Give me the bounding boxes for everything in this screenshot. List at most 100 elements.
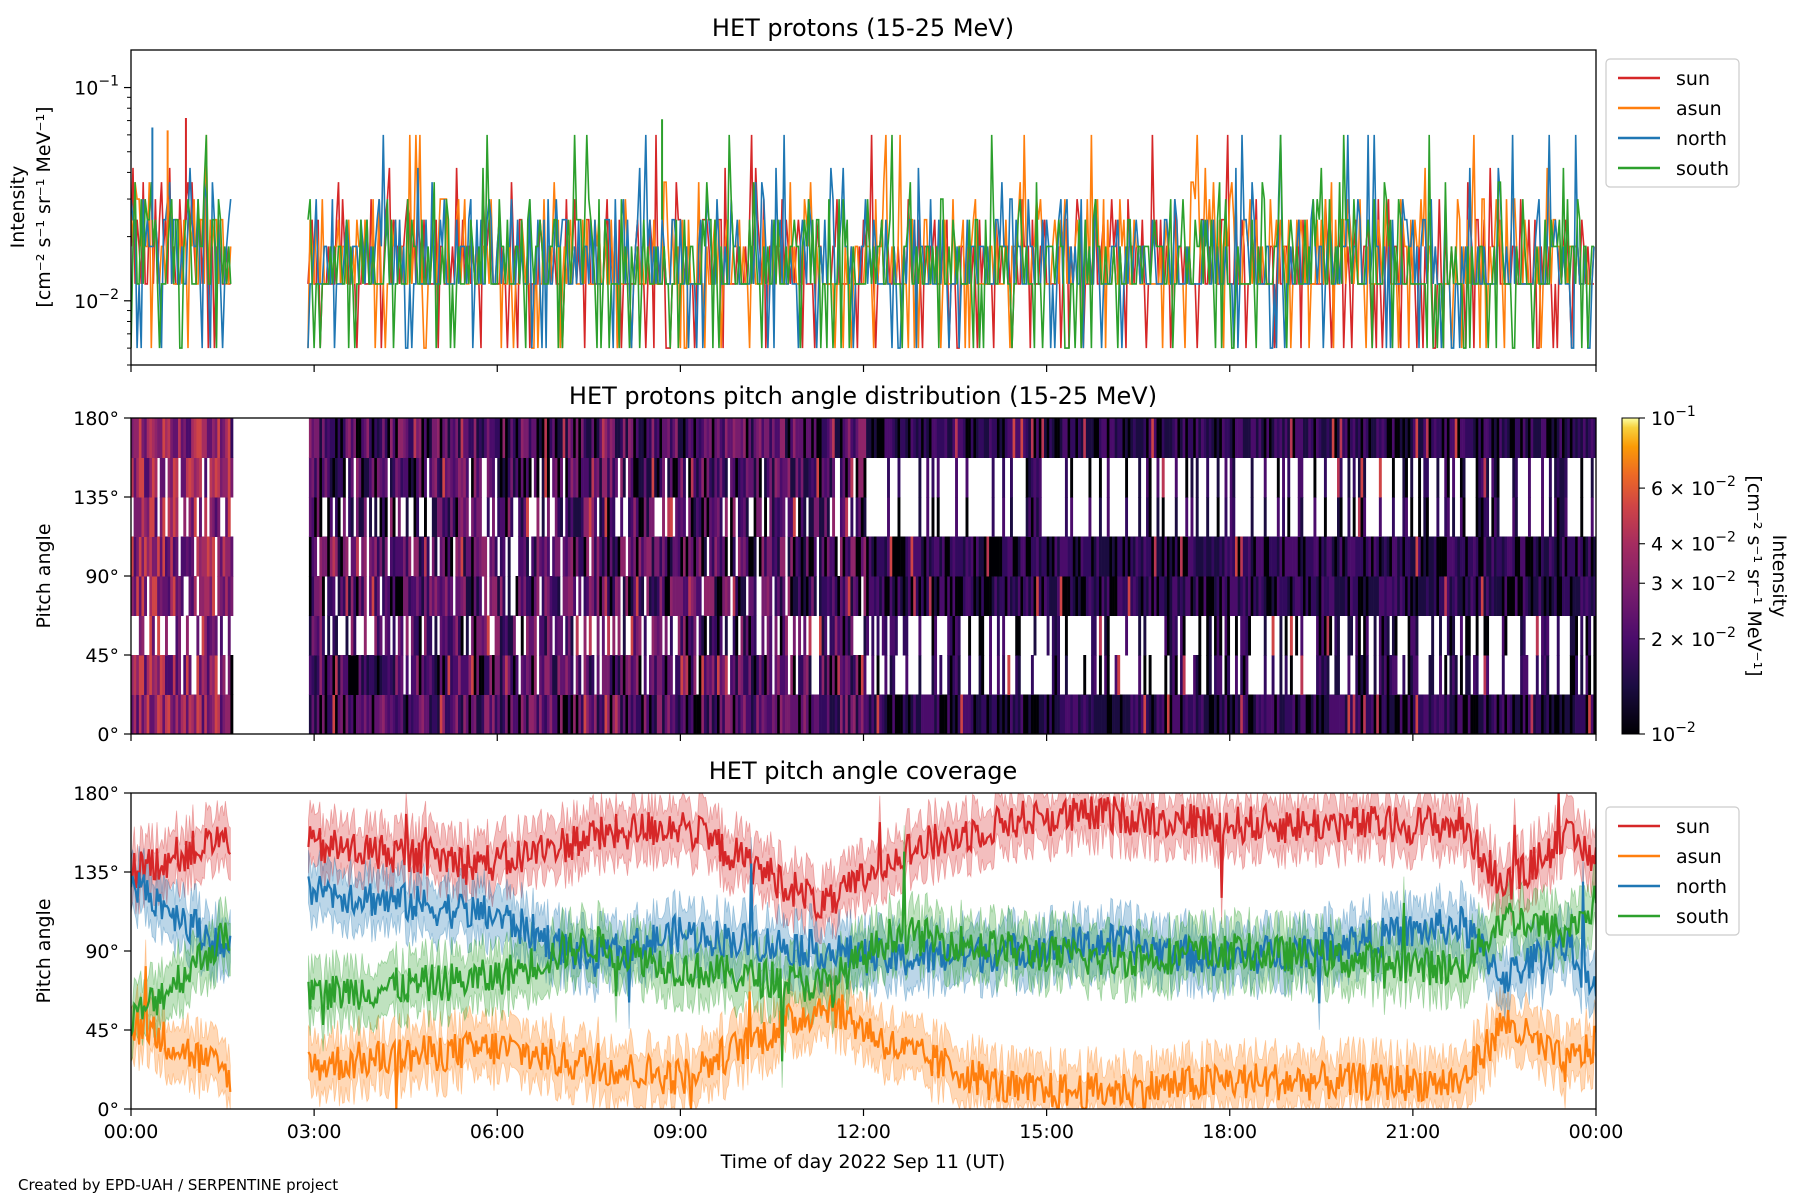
heatmap-cell (1402, 418, 1406, 458)
heatmap-cell (805, 418, 809, 458)
heatmap-cell (842, 497, 846, 537)
heatmap-cell (1439, 655, 1442, 695)
heatmap-cell (1033, 536, 1037, 577)
heatmap-cell (696, 576, 699, 616)
heatmap-cell (1318, 536, 1322, 577)
heatmap-cell (1130, 536, 1134, 577)
heatmap-cell (1337, 576, 1340, 616)
heatmap-cell (476, 615, 480, 656)
heatmap-cell (732, 615, 736, 656)
heatmap-cell (1337, 457, 1340, 498)
heatmap-cell (1101, 576, 1105, 616)
heatmap-cell (1512, 418, 1516, 458)
heatmap-cell (1004, 418, 1008, 458)
heatmap-cell (850, 457, 854, 498)
heatmap-cell (1357, 576, 1361, 616)
heatmap-cell (157, 418, 161, 458)
heatmap-cell (1483, 497, 1487, 537)
heatmap-cell (743, 615, 747, 656)
heatmap-cell (434, 457, 438, 498)
heatmap-cell (397, 694, 401, 734)
panel1-series-group (131, 117, 1595, 349)
heatmap-cell (1117, 576, 1121, 616)
heatmap-cell (1446, 418, 1450, 458)
heatmap-cell (1242, 576, 1246, 616)
heatmap-cell (146, 497, 150, 537)
heatmap-cell (489, 576, 493, 616)
heatmap-cell (165, 418, 168, 458)
heatmap-cell (664, 418, 668, 458)
heatmap-cell (1454, 576, 1458, 616)
heatmap-cell (363, 536, 367, 577)
heatmap-cell (596, 536, 600, 577)
heatmap-cell (1452, 615, 1456, 656)
heatmap-cell (1397, 694, 1401, 734)
heatmap-cell (486, 655, 490, 695)
heatmap-cell (839, 418, 843, 458)
heatmap-cell (209, 418, 213, 458)
heatmap-cell (1480, 576, 1484, 616)
heatmap-cell (518, 457, 522, 498)
heatmap-cell (167, 457, 171, 498)
heatmap-cell (894, 418, 898, 458)
heatmap-cell (907, 536, 911, 577)
heatmap-cell (1548, 497, 1552, 537)
heatmap-cell (599, 694, 603, 734)
heatmap-cell (1363, 418, 1367, 458)
heatmap-cell (1190, 418, 1194, 458)
heatmap-cell (1143, 418, 1147, 458)
heatmap-cell (348, 497, 352, 537)
heatmap-cell (633, 497, 637, 537)
heatmap-cell (486, 418, 490, 458)
heatmap-cell (405, 497, 409, 537)
heatmap-cell (185, 418, 189, 458)
heatmap-cell (1394, 576, 1398, 616)
heatmap-cell (335, 457, 338, 498)
heatmap-cell (1475, 615, 1479, 656)
heatmap-cell (1127, 576, 1131, 616)
heatmap-cell (829, 615, 833, 656)
heatmap-cell (1166, 694, 1170, 734)
heatmap-cell (335, 615, 338, 656)
heatmap-cell (586, 576, 590, 616)
heatmap-cell (949, 694, 953, 734)
heatmap-cell (884, 576, 888, 616)
heatmap-cell (575, 694, 579, 734)
heatmap-cell (1245, 655, 1249, 695)
heatmap-cell (601, 457, 605, 498)
heatmap-cell (758, 694, 762, 734)
heatmap-cell (1546, 418, 1550, 458)
heatmap-cell (1399, 536, 1403, 577)
heatmap-cell (1418, 497, 1422, 537)
heatmap-cell (410, 418, 414, 458)
heatmap-cell (727, 576, 731, 616)
heatmap-cell (1561, 457, 1565, 498)
heatmap-cell (785, 418, 788, 458)
heatmap-cell (1182, 655, 1186, 695)
heatmap-cell (745, 694, 749, 734)
x-tick-label: 00:00 (104, 1121, 159, 1143)
heatmap-cell (319, 457, 323, 498)
heatmap-cell (620, 418, 624, 458)
heatmap-cell (369, 497, 372, 537)
heatmap-cell (507, 418, 511, 458)
heatmap-cell (607, 615, 611, 656)
heatmap-cell (382, 497, 386, 537)
heatmap-cell (1104, 418, 1108, 458)
heatmap-cell (1083, 536, 1087, 577)
heatmap-cell (1289, 694, 1293, 734)
heatmap-cell (787, 576, 791, 616)
heatmap-cell (698, 497, 702, 537)
heatmap-cell (389, 497, 393, 537)
heatmap-cell (468, 576, 472, 616)
heatmap-cell (751, 457, 754, 498)
heatmap-cell (779, 536, 783, 577)
heatmap-cell (698, 655, 702, 695)
heatmap-cell (429, 655, 433, 695)
heatmap-cell (1185, 497, 1189, 537)
heatmap-cell (986, 536, 990, 577)
heatmap-cell (625, 576, 629, 616)
heatmap-cell (154, 694, 158, 734)
heatmap-cell (690, 457, 694, 498)
heatmap-cell (138, 655, 142, 695)
